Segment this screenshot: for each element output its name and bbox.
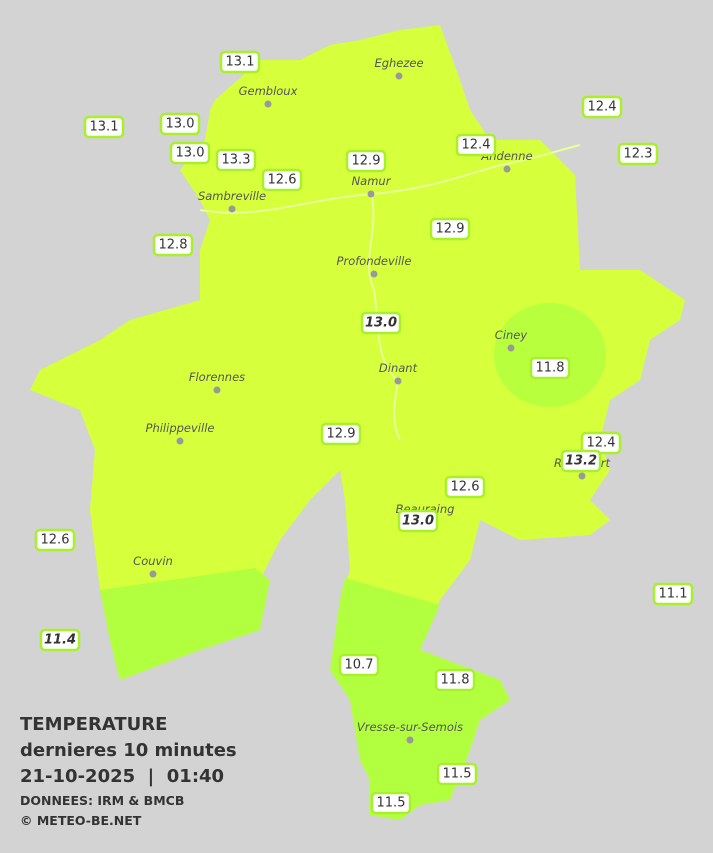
station-box: [345, 149, 387, 173]
station-box: [429, 217, 471, 241]
city-dot: [578, 472, 586, 480]
city-label: Ciney: [495, 328, 528, 342]
city-label: Gembloux: [239, 84, 298, 98]
station-value: 13.0: [402, 514, 434, 529]
station-value: 11.8: [441, 673, 470, 688]
station-box: [436, 762, 478, 786]
city-dot: [406, 736, 414, 744]
station-value: 12.4: [588, 100, 617, 115]
station-value: 11.5: [443, 767, 472, 782]
credit: © METEO-BE.NET: [20, 813, 142, 828]
station-box: [34, 528, 76, 552]
station-value: 12.3: [624, 147, 653, 162]
station-value: 13.3: [222, 153, 251, 168]
city-dot: [395, 72, 403, 80]
station-box: [215, 148, 257, 172]
station-box: [397, 509, 439, 533]
station-value: 12.4: [587, 436, 616, 451]
station-value: 13.0: [365, 316, 397, 331]
station-box: [159, 112, 201, 136]
zone-cooler: [494, 303, 606, 407]
station-value: 13.0: [176, 146, 205, 161]
station-box: [320, 422, 362, 446]
station-box: [652, 582, 694, 606]
city-label: Profondeville: [337, 254, 412, 268]
station-box: [338, 653, 380, 677]
zone-cooler: [330, 578, 510, 820]
station-value: 13.2: [565, 454, 597, 469]
city-label: Couvin: [133, 554, 173, 568]
station-box: [560, 449, 602, 473]
source: DONNEES: IRM & BMCB: [20, 793, 184, 808]
city-dot: [149, 570, 157, 578]
city-label: Dinant: [379, 361, 418, 375]
station-value: 12.9: [436, 222, 465, 237]
station-value: 13.0: [166, 117, 195, 132]
station-value: 12.6: [268, 173, 297, 188]
city-dot: [394, 377, 402, 385]
city-label: Namur: [352, 174, 392, 188]
city-dot: [176, 437, 184, 445]
city-dot: [367, 190, 375, 198]
station-box: [152, 233, 194, 257]
station-value: 11.4: [44, 633, 76, 648]
station-box: [169, 141, 211, 165]
station-value: 11.5: [377, 796, 406, 811]
station-box: [83, 115, 125, 139]
station-value: 12.6: [41, 533, 70, 548]
city-label: Eghezee: [374, 56, 423, 70]
city-dot: [507, 344, 515, 352]
city-dot: [370, 270, 378, 278]
station-value: 12.4: [462, 138, 491, 153]
city-label: Philippeville: [146, 421, 215, 435]
station-value: 10.7: [345, 658, 374, 673]
station-value: 13.1: [90, 120, 119, 135]
stations: 13.1 13.1 13.0 13.0 13.3 12.6 12.9 12.4 12.4 12.3…: [34, 50, 694, 815]
station-value: 12.6: [451, 480, 480, 495]
station-box: [39, 628, 81, 652]
city-dot: [228, 205, 236, 213]
datetime: 21-10-2025 | 01:40: [20, 766, 224, 787]
legend: TEMPERATURE dernieres 10 minutes 21-10-2…: [20, 714, 237, 828]
city-label: Vresse-sur-Semois: [357, 720, 463, 734]
station-value: 12.9: [352, 154, 381, 169]
station-value: 13.1: [226, 55, 255, 70]
station-box: [444, 475, 486, 499]
station-value: 11.8: [536, 361, 565, 376]
station-value: 12.9: [327, 427, 356, 442]
city-dot: [503, 165, 511, 173]
city-label: Sambreville: [198, 189, 266, 203]
station-box: [529, 356, 571, 380]
station-box: [581, 95, 623, 119]
station-box: [219, 50, 261, 74]
station-value: 11.1: [659, 587, 688, 602]
station-box: [261, 168, 303, 192]
station-box: [370, 791, 412, 815]
title: TEMPERATURE: [20, 714, 167, 735]
city-dot: [264, 100, 272, 108]
station-box: [617, 142, 659, 166]
subtitle: dernieres 10 minutes: [20, 740, 237, 761]
city-dot: [213, 386, 221, 394]
station-box: [360, 311, 402, 335]
zone-cooler: [100, 568, 270, 680]
cities: EghezeeGemblouxAndenneNamurSambrevillePr…: [133, 56, 611, 744]
city-label: Florennes: [189, 370, 245, 384]
station-box: [455, 133, 497, 157]
station-value: 12.8: [159, 238, 188, 253]
station-box: [580, 431, 622, 455]
station-box: [434, 668, 476, 692]
